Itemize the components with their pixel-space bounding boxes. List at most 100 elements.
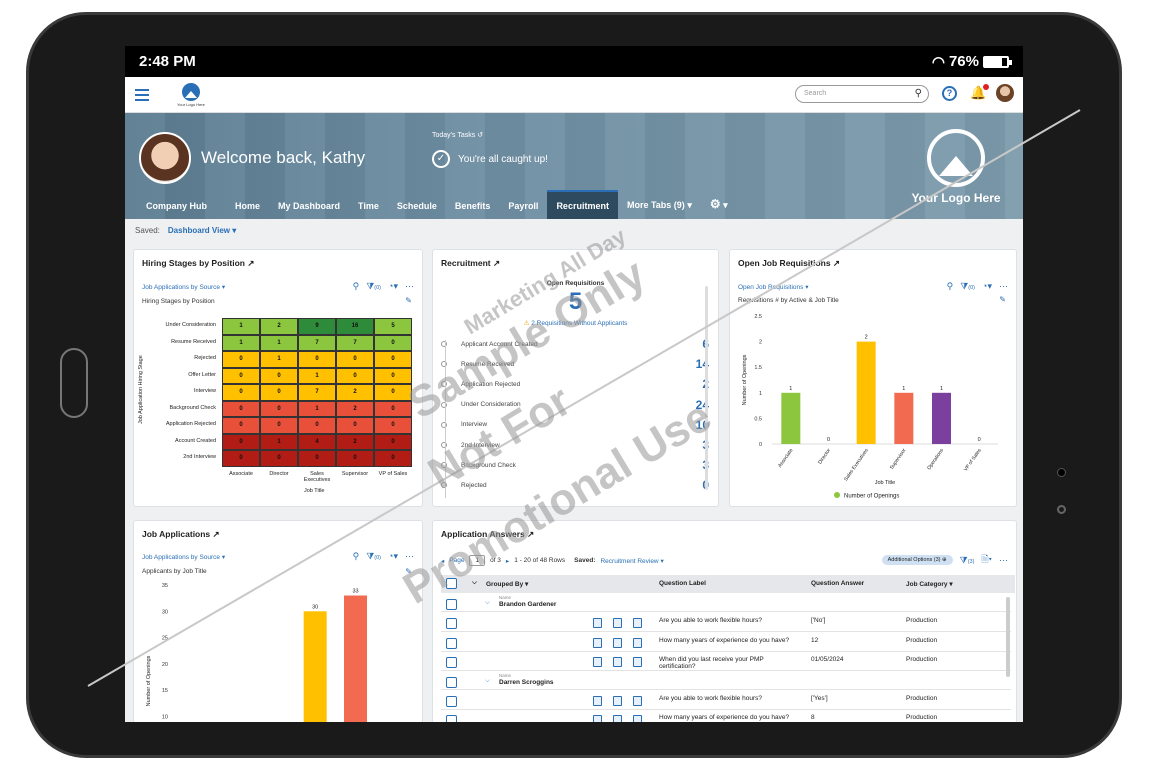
heatmap-cell[interactable]: 0 — [298, 450, 336, 467]
heatmap-cell[interactable]: 0 — [260, 450, 298, 467]
help-icon[interactable]: ? — [942, 86, 957, 101]
view-document-icon[interactable] — [593, 657, 602, 667]
heatmap-cell[interactable]: 0 — [374, 334, 412, 351]
heatmap-cell[interactable]: 0 — [374, 351, 412, 368]
filter-icon[interactable]: ⧩(3) — [959, 554, 975, 565]
expand-icon[interactable]: ⌵ — [485, 599, 490, 606]
tab-company-hub[interactable]: Company Hub — [146, 201, 208, 211]
file-icon[interactable] — [633, 695, 642, 706]
requisition-stage-row[interactable]: Under Consideration 24 — [441, 395, 709, 415]
row-checkbox[interactable] — [446, 695, 457, 707]
company-logo[interactable]: Your Logo Here — [177, 82, 205, 107]
heatmap-cell[interactable]: 1 — [222, 318, 260, 335]
more-icon[interactable]: ⋯ — [999, 554, 1008, 565]
next-page-icon[interactable]: ▸ — [505, 557, 510, 565]
view-document-icon[interactable] — [593, 618, 602, 628]
requisition-stage-row[interactable]: 2nd Interview3 — [441, 435, 709, 455]
requisition-stage-row[interactable]: Applicant Account Created6 — [441, 334, 709, 354]
filter-icon[interactable]: ⧩(0) — [366, 281, 382, 291]
heatmap-cell[interactable]: 0 — [298, 351, 336, 368]
heatmap-cell[interactable]: 1 — [260, 351, 298, 368]
group-name[interactable]: Darren Scroggins — [499, 678, 554, 686]
heatmap-cell[interactable]: 0 — [374, 400, 412, 417]
tab-schedule[interactable]: Schedule — [396, 201, 437, 211]
tab-more-tabs[interactable]: More Tabs (9) ▾ — [618, 191, 701, 219]
tab-payroll[interactable]: Payroll — [508, 201, 539, 211]
source-filter-select[interactable]: Job Applications by Source ▾ — [142, 284, 226, 291]
heatmap-cell[interactable]: 4 — [298, 433, 336, 450]
edit-document-icon[interactable] — [613, 715, 622, 722]
scrollbar[interactable] — [705, 286, 708, 490]
card-title[interactable]: Application Answers ↗ — [441, 529, 535, 539]
file-icon[interactable] — [633, 637, 642, 648]
tab-benefits[interactable]: Benefits — [454, 201, 491, 211]
dashboard-view-select[interactable]: Dashboard View ▾ — [167, 225, 237, 235]
search-icon[interactable]: ⚲ — [914, 88, 922, 99]
heatmap-cell[interactable]: 0 — [260, 367, 298, 384]
col-question-label[interactable]: Question Label — [659, 580, 706, 587]
bell-icon[interactable]: 🔔 — [970, 84, 990, 101]
col-grouped-by[interactable]: Grouped By ▾ — [486, 581, 529, 588]
heatmap-cell[interactable]: 1 — [260, 433, 298, 450]
settings-menu[interactable]: ⚙ ▾ — [701, 188, 737, 219]
heatmap-cell[interactable]: 0 — [336, 450, 374, 467]
bar[interactable] — [894, 392, 914, 444]
requisition-stage-row[interactable]: Interview 10 — [441, 415, 709, 435]
col-job-category[interactable]: Job Category ▾ — [906, 581, 953, 588]
home-button[interactable] — [60, 348, 88, 418]
card-title[interactable]: Recruitment ↗ — [441, 258, 501, 268]
additional-options-chip[interactable]: Additional Options (3) ⊕ — [881, 555, 953, 565]
page-input[interactable]: 1 — [469, 555, 486, 566]
requisition-stage-row[interactable]: Application Rejected2 — [441, 374, 709, 394]
heatmap-cell[interactable]: 2 — [260, 318, 298, 335]
search-input[interactable]: Search ⚲ — [795, 85, 929, 103]
heatmap-cell[interactable]: 7 — [298, 384, 336, 401]
heatmap-cell[interactable]: 0 — [374, 417, 412, 434]
collapse-all-icon[interactable]: ⌵ — [472, 579, 477, 586]
tab-my-dashboard[interactable]: My Dashboard — [278, 201, 341, 211]
heatmap-cell[interactable]: 0 — [260, 417, 298, 434]
refresh-icon[interactable]: ↺ — [477, 132, 484, 139]
no-applicants-warning[interactable]: ⚠ 2 Requisitions Without Applicants — [433, 319, 718, 327]
heatmap-cell[interactable]: 2 — [336, 384, 374, 401]
heatmap-cell[interactable]: 0 — [374, 433, 412, 450]
col-question-answer[interactable]: Question Answer — [811, 580, 865, 587]
heatmap-cell[interactable]: 0 — [222, 450, 260, 467]
open-requisitions-value[interactable]: 5 — [568, 288, 583, 315]
more-icon[interactable]: ⋯ — [405, 281, 414, 291]
select-all-checkbox[interactable] — [446, 578, 457, 589]
file-icon[interactable] — [633, 618, 642, 628]
todays-tasks-link[interactable]: Today's Tasks ↺ — [432, 131, 483, 139]
heatmap-cell[interactable]: 1 — [298, 400, 336, 417]
edit-document-icon[interactable] — [613, 618, 622, 628]
row-checkbox[interactable] — [446, 618, 457, 629]
card-title[interactable]: Hiring Stages by Position ↗ — [142, 258, 255, 268]
heatmap-cell[interactable]: 0 — [336, 367, 374, 384]
export-icon[interactable]: 🗎▾ — [981, 554, 992, 564]
bar[interactable] — [303, 611, 327, 722]
heatmap-cell[interactable]: 0 — [222, 433, 260, 450]
heatmap-cell[interactable]: 0 — [298, 417, 336, 434]
edit-icon[interactable]: ✎ — [405, 296, 412, 305]
group-checkbox[interactable] — [446, 599, 457, 610]
requisition-stage-row[interactable]: Resume Received 14 — [441, 354, 709, 374]
bar[interactable] — [932, 392, 951, 444]
heatmap-cell[interactable]: 16 — [336, 318, 374, 335]
tab-time[interactable]: Time — [358, 201, 379, 211]
heatmap-cell[interactable]: 5 — [374, 318, 412, 335]
file-icon[interactable] — [633, 715, 642, 722]
file-icon[interactable] — [633, 657, 642, 667]
tab-recruitment[interactable]: Recruitment — [547, 190, 618, 219]
view-document-icon[interactable] — [593, 715, 602, 722]
group-checkbox[interactable] — [446, 676, 457, 688]
heatmap-cell[interactable]: 0 — [222, 367, 260, 384]
heatmap-cell[interactable]: 0 — [336, 351, 374, 368]
search-icon[interactable]: ⚲ — [352, 281, 360, 291]
heatmap-cell[interactable]: 2 — [336, 400, 374, 417]
heatmap-cell[interactable]: 0 — [260, 384, 298, 401]
table-scrollbar[interactable] — [1006, 597, 1010, 677]
heatmap-cell[interactable]: 0 — [374, 450, 412, 467]
heatmap-cell[interactable]: 7 — [298, 334, 336, 351]
heatmap-cell[interactable]: 1 — [298, 367, 336, 384]
